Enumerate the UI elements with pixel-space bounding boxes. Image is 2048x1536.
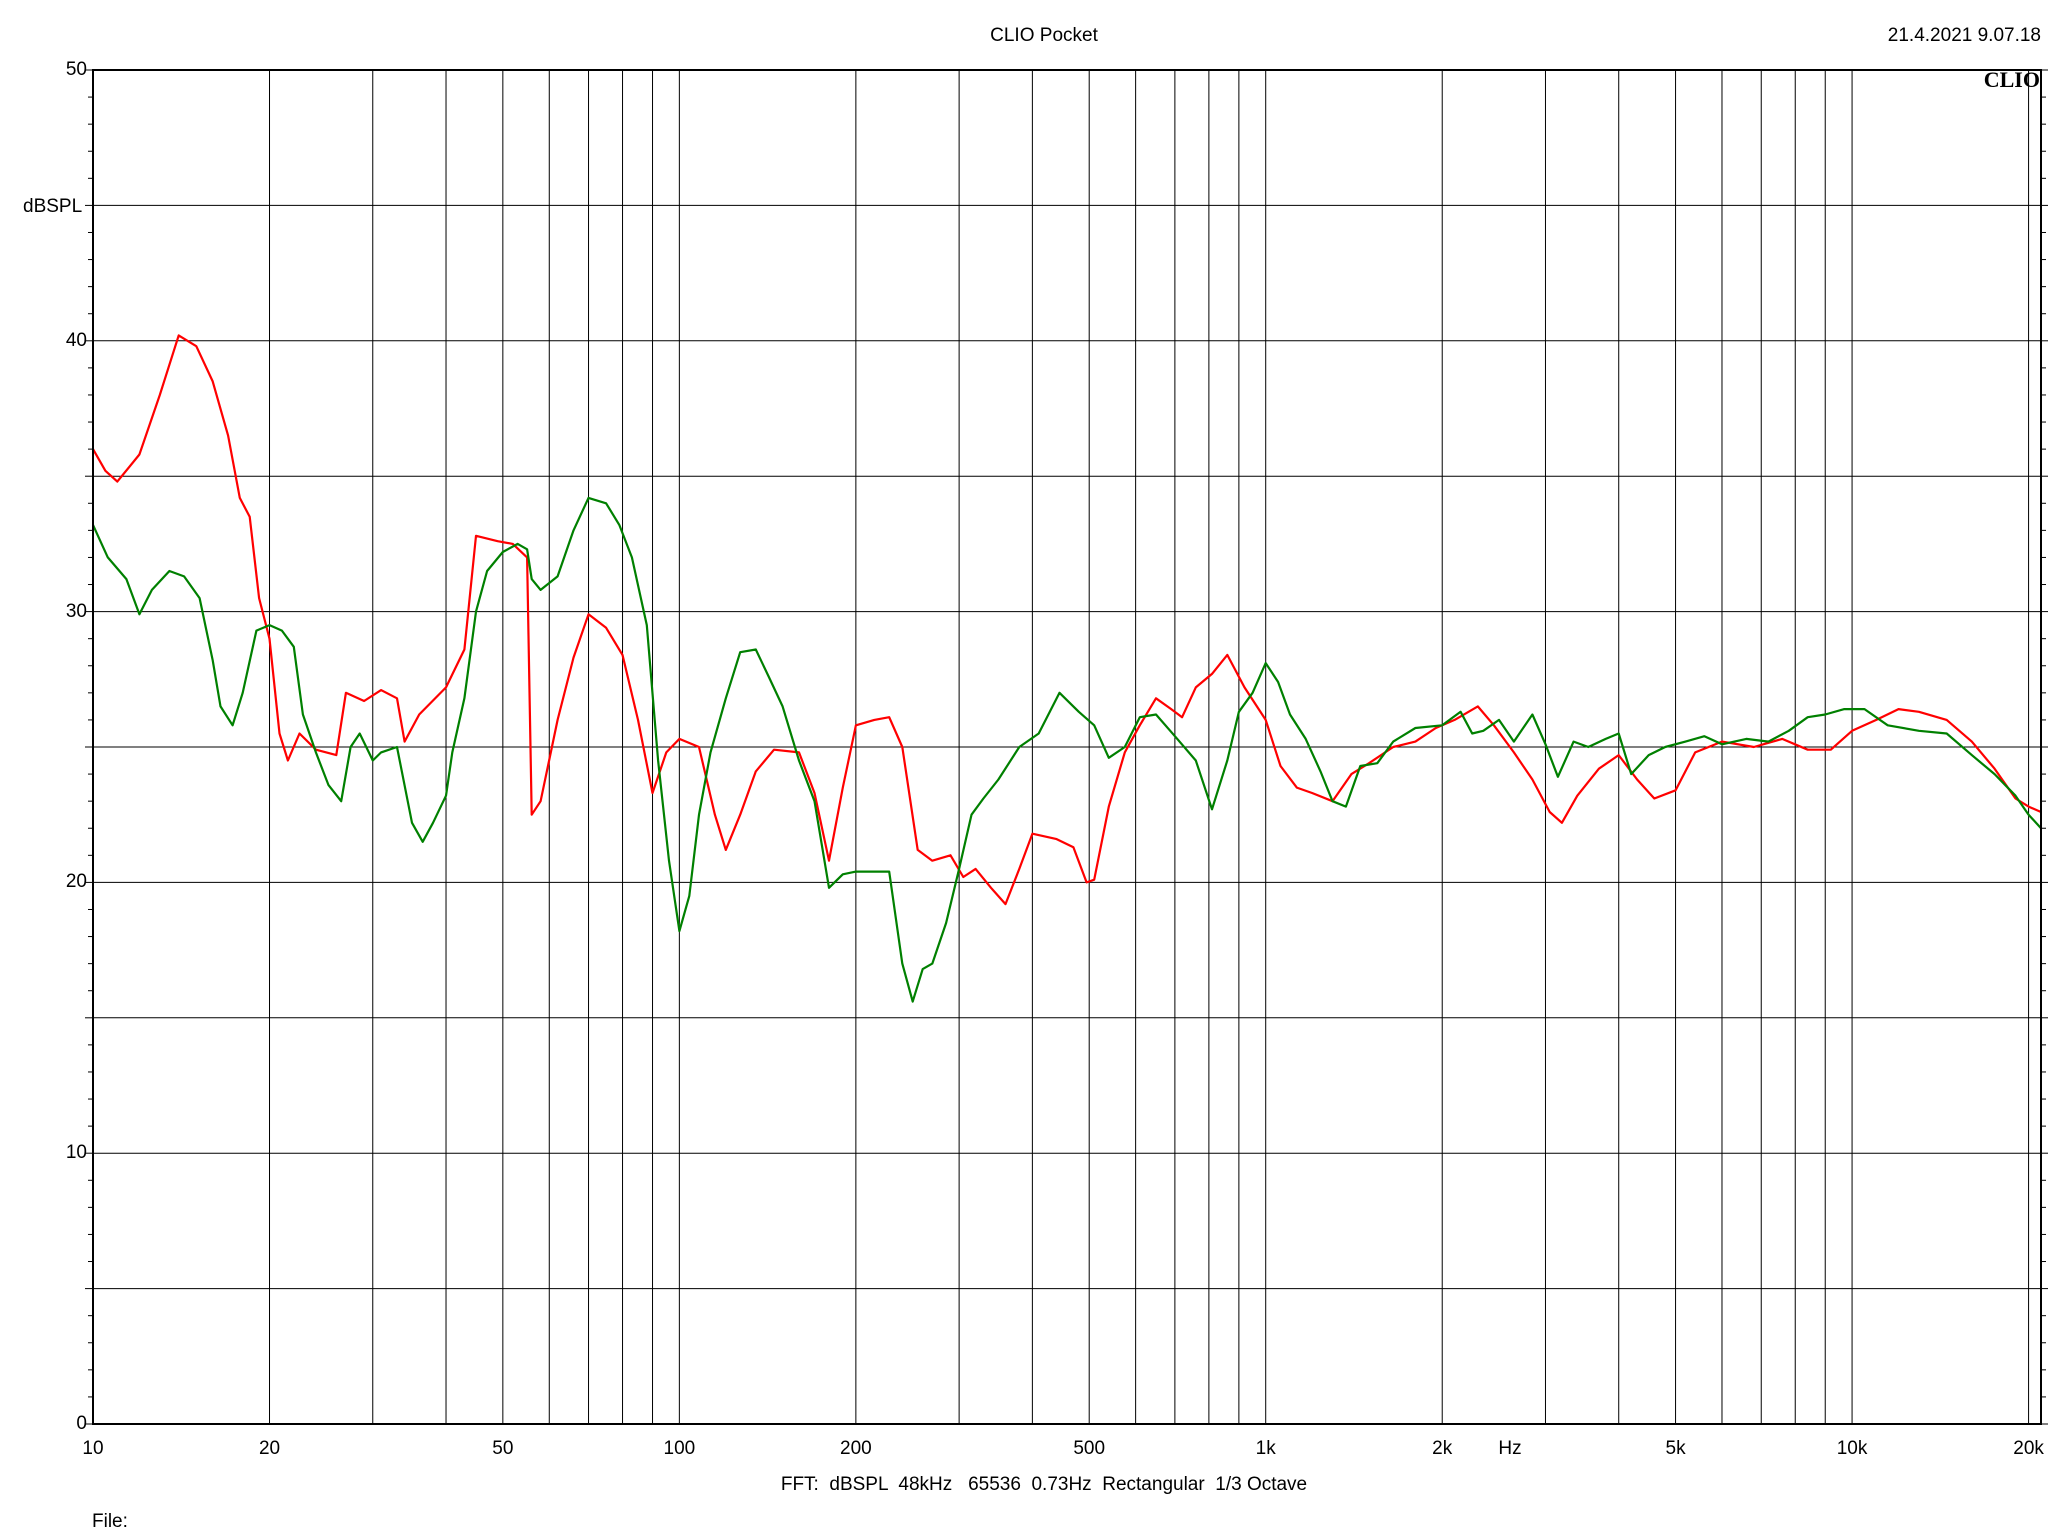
- y-axis-label: dBSPL: [23, 196, 83, 217]
- x-tick-label: 2k: [1432, 1438, 1453, 1459]
- fft-settings: FFT: dBSPL 48kHz 65536 0.73Hz Rectangula…: [780, 1474, 1308, 1495]
- timestamp: 21.4.2021 9.07.18: [1887, 25, 2041, 46]
- x-tick-label: 500: [1073, 1438, 1106, 1459]
- y-tick-label: 20: [65, 871, 87, 893]
- y-tick-label: 40: [65, 329, 87, 351]
- x-axis-label: Hz: [1498, 1438, 1522, 1459]
- series-layer: [91, 334, 2042, 1003]
- clio-logo: CLIO: [1983, 67, 2040, 92]
- y-tick-label: 0: [76, 1413, 87, 1434]
- series-line-2: [91, 496, 2042, 1003]
- y-tick-label: 10: [65, 1142, 87, 1164]
- chart-title: CLIO Pocket: [990, 25, 1098, 46]
- x-tick-label: 20k: [2013, 1438, 2044, 1459]
- x-tick-label: 200: [840, 1438, 872, 1459]
- x-tick-label: 1k: [1255, 1438, 1276, 1459]
- y-tick-label: 30: [65, 600, 87, 622]
- series-line-1: [92, 334, 2042, 906]
- grid: [93, 70, 2041, 1424]
- x-tick-label: 5k: [1665, 1438, 1686, 1459]
- file-label: File:: [92, 1511, 128, 1532]
- x-tick-label: 50: [492, 1438, 514, 1459]
- x-tick-label: 10: [82, 1438, 104, 1459]
- x-tick-label: 10k: [1836, 1438, 1868, 1459]
- x-tick-label: 20: [258, 1438, 281, 1459]
- plot-frame: [92, 69, 2042, 1425]
- y-tick-label: 50: [65, 59, 87, 80]
- x-tick-label: 100: [663, 1438, 696, 1459]
